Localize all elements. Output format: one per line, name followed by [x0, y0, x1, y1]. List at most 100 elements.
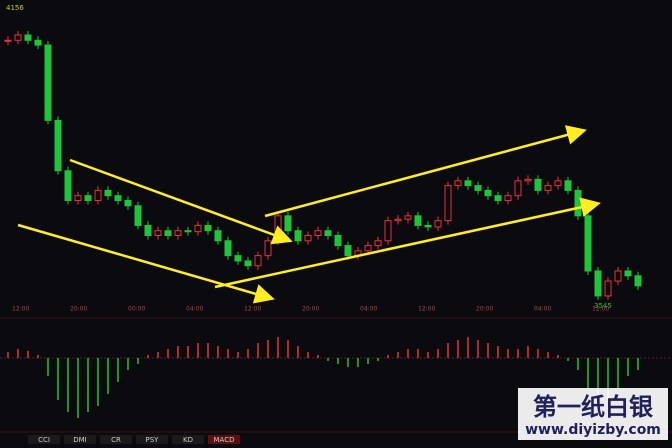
candle — [404, 215, 412, 220]
candle — [144, 224, 152, 237]
candle — [564, 180, 572, 191]
candle — [494, 195, 502, 201]
arrow — [264, 125, 587, 218]
watermark-url: www.diyizby.com — [525, 422, 661, 438]
macd-panel — [0, 337, 672, 418]
candle — [164, 230, 172, 237]
candle — [394, 218, 402, 222]
candle — [554, 180, 562, 187]
candle — [14, 34, 22, 41]
tab-label[interactable]: PSY — [146, 436, 160, 444]
arrow — [17, 223, 275, 304]
candle — [434, 220, 442, 228]
candle — [604, 280, 612, 297]
candle — [64, 170, 72, 201]
candle — [124, 199, 132, 207]
candle — [524, 178, 532, 182]
candle — [224, 240, 232, 257]
tab-label[interactable]: DMI — [73, 436, 87, 444]
candle — [364, 245, 372, 252]
tab[interactable] — [208, 435, 240, 444]
tab-label[interactable]: CR — [111, 436, 121, 444]
candle — [504, 195, 512, 201]
candle — [24, 34, 32, 41]
candle — [344, 245, 352, 257]
tab[interactable] — [64, 435, 96, 444]
candle — [464, 180, 472, 187]
candle — [114, 195, 122, 201]
time-label: 12:00 — [244, 306, 261, 313]
time-label: 20:00 — [70, 306, 87, 313]
arrow — [69, 158, 293, 245]
candle — [174, 230, 182, 237]
candle — [4, 39, 12, 42]
time-label: 04:00 — [186, 306, 203, 313]
candle — [194, 224, 202, 233]
candle — [414, 215, 422, 226]
candle — [204, 224, 212, 232]
arrow — [214, 197, 601, 289]
candle — [334, 235, 342, 247]
candle — [214, 230, 222, 242]
tab-label[interactable]: CCI — [38, 436, 50, 444]
candle — [304, 235, 312, 242]
candle — [294, 230, 302, 242]
candle — [424, 224, 432, 228]
tab[interactable] — [28, 435, 60, 444]
candle — [444, 185, 452, 222]
time-label: 12:00 — [418, 306, 435, 313]
candle — [514, 180, 522, 197]
time-label: 12:00 — [592, 306, 609, 313]
candle — [584, 215, 592, 272]
time-label: 04:00 — [534, 306, 551, 313]
candle — [54, 119, 62, 172]
time-label: 20:00 — [476, 306, 493, 313]
candle — [314, 230, 322, 237]
candle — [184, 230, 192, 233]
time-label: 04:00 — [360, 306, 377, 313]
time-axis: 12:00 20:00 00:00 04:00 12:00 20:00 04:00 12:00… — [12, 306, 609, 313]
candle — [374, 240, 382, 247]
candle — [34, 39, 42, 46]
watermark-box — [518, 388, 668, 440]
candle — [234, 255, 242, 262]
trend-arrows — [17, 125, 601, 304]
tab-label[interactable]: KD — [183, 436, 193, 444]
candle — [614, 270, 622, 282]
candle — [244, 260, 252, 267]
candle — [94, 189, 102, 201]
high-label: 4156 — [6, 4, 24, 12]
time-label: 00:00 — [128, 306, 145, 313]
candle — [484, 189, 492, 197]
tab[interactable] — [136, 435, 168, 444]
tab[interactable] — [100, 435, 132, 444]
candle — [154, 230, 162, 237]
low-label: 3545 — [594, 302, 612, 310]
candle — [324, 230, 332, 237]
candle — [134, 205, 142, 226]
candle — [104, 189, 112, 197]
candle — [74, 195, 82, 201]
candle — [254, 255, 262, 267]
candle — [284, 215, 292, 232]
candle — [634, 275, 642, 287]
candle — [264, 240, 272, 257]
candle — [624, 270, 632, 277]
watermark-title: 第一纸白银 — [533, 393, 654, 421]
candle — [454, 180, 462, 187]
candle — [574, 189, 582, 217]
candle — [84, 195, 92, 201]
tab-label[interactable]: MACD — [214, 436, 235, 444]
time-label: 20:00 — [302, 306, 319, 313]
candle — [44, 44, 52, 121]
candle — [544, 185, 552, 191]
time-label: 12:00 — [12, 306, 29, 313]
candle — [384, 220, 392, 242]
candle — [474, 185, 482, 191]
candle — [594, 270, 602, 297]
indicator-tabs: CCI DMI CR PSY KD MACD — [28, 435, 240, 444]
tab[interactable] — [172, 435, 204, 444]
candle — [534, 178, 542, 191]
